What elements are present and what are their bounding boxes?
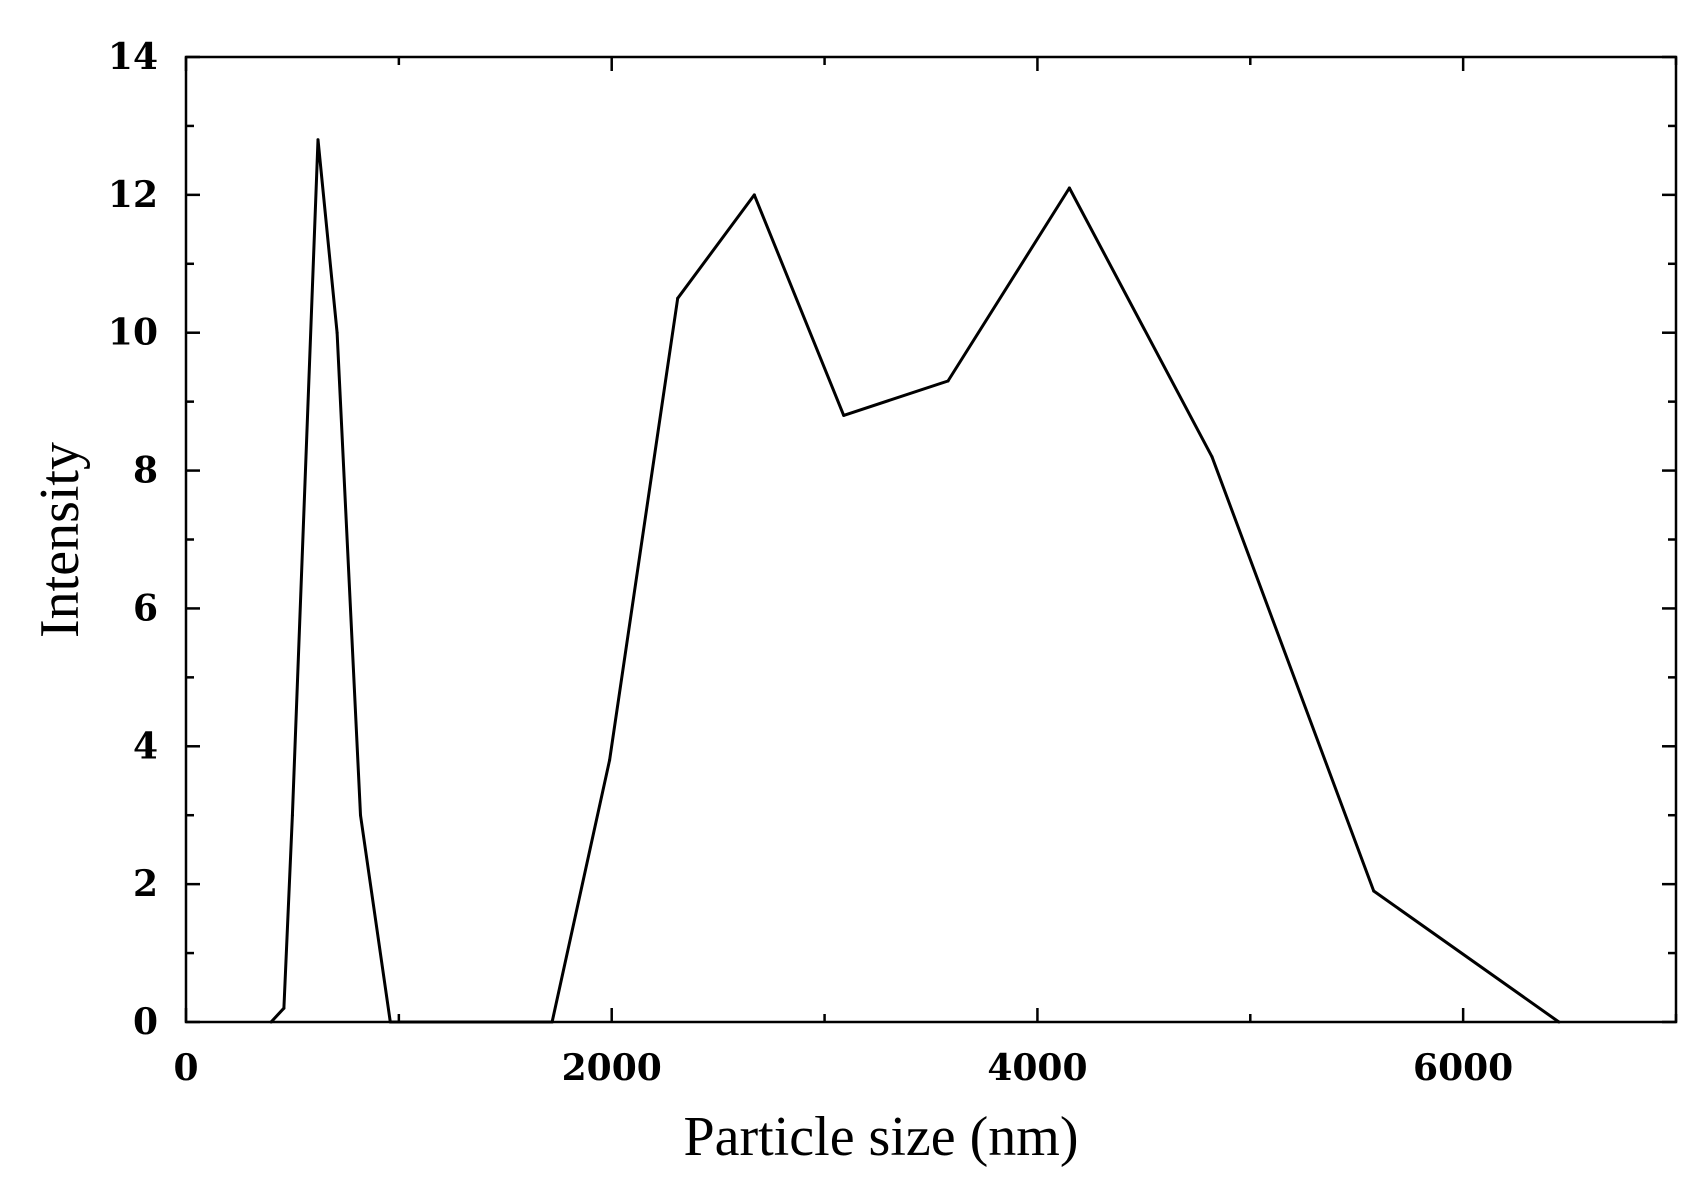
data-point [316,138,320,142]
x-tick-label: 0 [173,1047,198,1089]
data-point [1557,1020,1561,1024]
data-point [1067,186,1071,190]
data-point [290,813,294,817]
axis-ticks [184,55,1678,1024]
x-tick-label: 6000 [1413,1047,1513,1089]
data-point [388,1020,392,1024]
tick-labels: 0 2000 4000 6000 0 2 4 6 8 10 12 14 [108,36,1513,1089]
data-point [550,1020,554,1024]
data-point [1210,455,1214,459]
y-tick-label: 4 [133,725,158,767]
data-point [946,379,950,383]
series-line [270,138,1560,1024]
x-tick-label: 4000 [987,1047,1087,1089]
y-tick-label: 6 [133,587,158,629]
data-point [282,1006,286,1010]
x-tick-label: 2000 [562,1047,662,1089]
data-point [608,758,612,762]
data-point [1372,889,1376,893]
y-axis-title: Intensity [29,442,91,638]
data-point [752,193,756,197]
y-tick-label: 8 [133,450,158,492]
data-point [676,296,680,300]
y-tick-label: 12 [108,174,158,216]
x-axis-title: Particle size (nm) [684,1106,1079,1168]
data-point [359,813,363,817]
data-point [335,331,339,335]
plot-frame [184,55,1678,1024]
y-tick-label: 14 [108,36,158,78]
y-tick-label: 10 [108,312,158,354]
y-tick-label: 0 [133,1001,158,1043]
data-point [842,413,846,417]
y-tick-label: 2 [133,863,158,905]
data-points [269,138,1561,1024]
data-point [269,1020,273,1024]
